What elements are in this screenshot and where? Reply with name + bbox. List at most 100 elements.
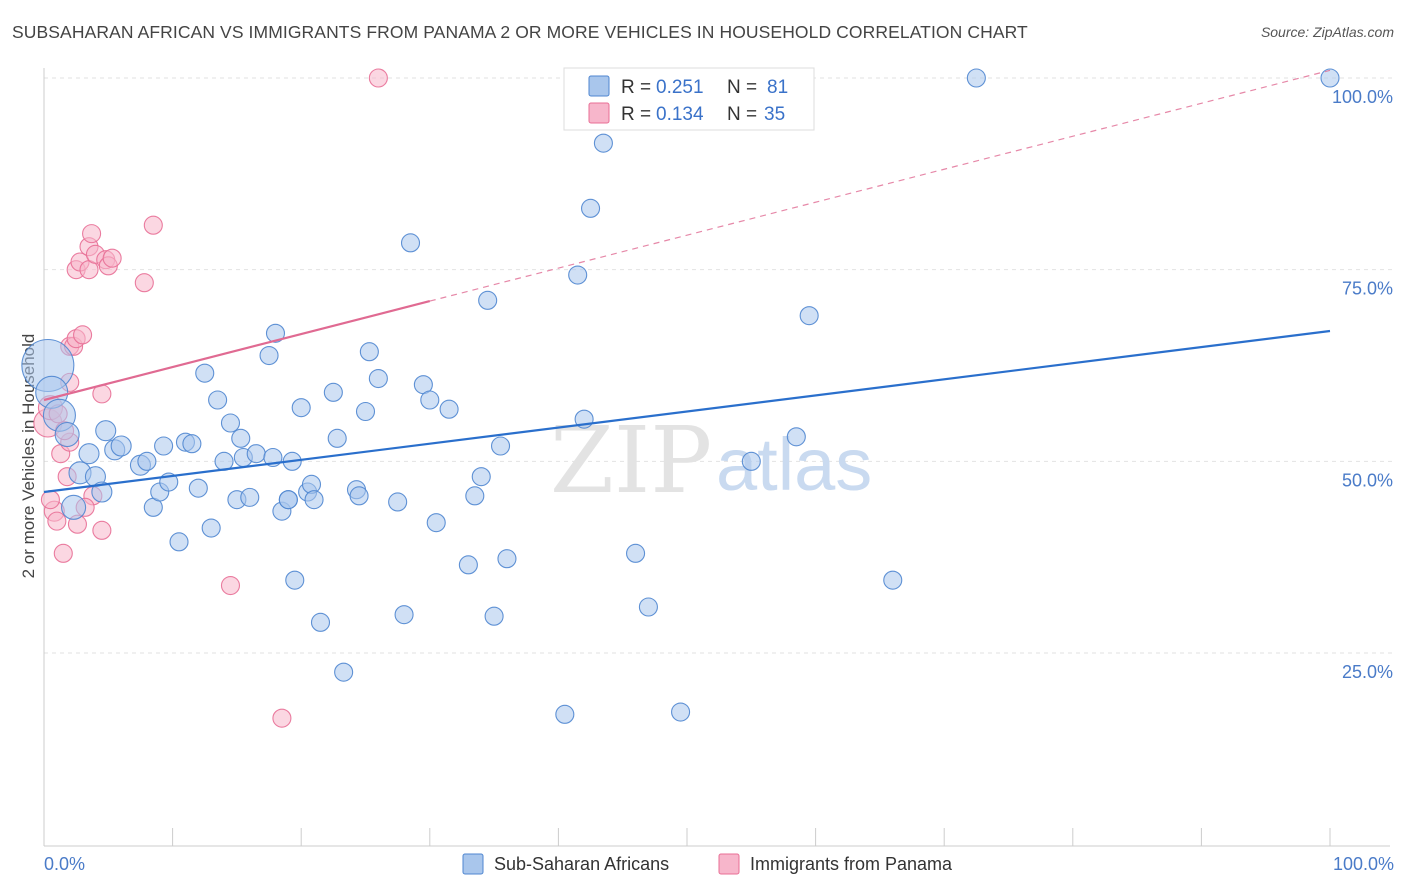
subsaharan-point [478,290,498,310]
subsaharan-point [231,428,251,448]
subsaharan-point [285,570,305,590]
panama-point [82,224,102,244]
subsaharan-point [394,605,414,625]
chart-source: Source: ZipAtlas.com [1260,24,1394,40]
subsaharan-point [327,428,347,448]
subsaharan-point [497,549,517,569]
legend-r-value-2: 0.134 [656,104,704,125]
subsaharan-point [426,513,446,533]
subsaharan-point [400,233,421,253]
subsaharan-point [201,518,221,538]
subsaharan-point [638,597,658,617]
subsaharan-point [490,436,511,456]
y-tick-label-100: 100.0% [1332,87,1393,107]
subsaharan-point [1320,68,1340,88]
legend-r-label-1: R = [621,77,651,98]
subsaharan-point [110,435,132,457]
subsaharan-point [439,399,459,419]
subsaharan-point [323,382,343,402]
subsaharan-point [265,323,286,343]
panama-point [102,248,122,268]
subsaharan-point [169,532,189,552]
correlation-legend: R = 0.251 N = 81 R = 0.134 N = 35 [563,67,815,131]
chart-title: SUBSAHARAN AFRICAN VS IMMIGRANTS FROM PA… [12,22,1028,42]
subsaharan-point [154,436,174,456]
x-tick-label-min: 0.0% [44,854,85,874]
subsaharan-point [593,133,613,153]
subsaharan-point [580,198,601,218]
panama-point [73,325,93,345]
subsaharan-point [555,704,575,724]
subsaharan-point [349,486,369,506]
subsaharan-point [465,486,485,506]
subsaharan-point [304,490,324,510]
y-tick-label-75: 75.0% [1342,279,1393,299]
series-legend: Sub-Saharan Africans Immigrants from Pan… [462,853,953,875]
panama-point [92,520,112,540]
subsaharan-point [78,443,100,465]
legend-n-label-1: N = [727,77,757,98]
subsaharan-point [278,490,298,510]
subsaharan-point [626,543,646,563]
subsaharan-point [195,363,215,383]
legend-n-value-1: 81 [767,77,788,98]
y-tick-label-25: 25.0% [1342,662,1393,682]
gridlines [44,77,1392,654]
panama-point [40,490,60,510]
subsaharan-point [182,434,202,454]
subsaharan-point [799,306,819,326]
subsaharan-point [786,427,806,447]
legend-r-label-2: R = [621,104,651,125]
subsaharan-point [359,342,379,362]
panama-point [143,215,163,235]
subsaharan-point [291,398,311,418]
subsaharan-point [671,702,691,722]
subsaharan-point [883,570,903,590]
subsaharan-point [61,494,87,520]
subsaharan-point [484,606,504,626]
subsaharan-point [240,487,260,507]
x-tick-label-max: 100.0% [1333,854,1394,874]
panama-point [47,511,67,531]
subsaharan-point [334,662,354,682]
y-tick-label-50: 50.0% [1342,470,1393,490]
subsaharan-point [54,421,80,448]
legend-swatch-pink [588,102,610,124]
panama-point [53,543,73,563]
subsaharan-point [368,368,388,389]
legend-swatch-blue [588,75,610,97]
y-axis-label: 2 or more Vehicles in Household [19,334,38,579]
subsaharan-point [246,444,266,464]
subsaharan-point [91,481,113,503]
subsaharan-point [471,467,491,487]
bottom-legend-label-1: Sub-Saharan Africans [494,854,669,874]
panama-point [272,708,292,728]
subsaharan-point [420,390,440,410]
y-tick-labels: 25.0% 50.0% 75.0% 100.0% [1332,87,1393,682]
subsaharan-point [966,68,986,88]
trend-line-panama-solid [43,300,431,402]
panama-point [134,273,154,293]
series-sub-saharan-africans [21,68,1340,724]
panama-point [368,68,388,88]
subsaharan-point [458,555,478,575]
subsaharan-point [568,265,588,285]
subsaharan-point [188,478,208,498]
legend-n-value-2: 35 [764,104,785,125]
subsaharan-point [741,451,761,471]
trend-lines [43,69,1331,494]
subsaharan-point [95,420,117,442]
trend-line-panama-dashed [429,69,1331,302]
legend-n-label-2: N = [727,104,757,125]
subsaharan-point [220,413,241,433]
subsaharan-point [388,492,408,512]
subsaharan-point [259,345,279,366]
x-axis-ticks [43,828,1331,846]
subsaharan-point [355,401,376,422]
watermark-zip: ZIP [550,407,712,514]
trend-line-subsaharan [43,329,1331,494]
subsaharan-point [137,451,157,471]
watermark: ZIP atlas [550,407,872,514]
subsaharan-point [310,612,331,632]
